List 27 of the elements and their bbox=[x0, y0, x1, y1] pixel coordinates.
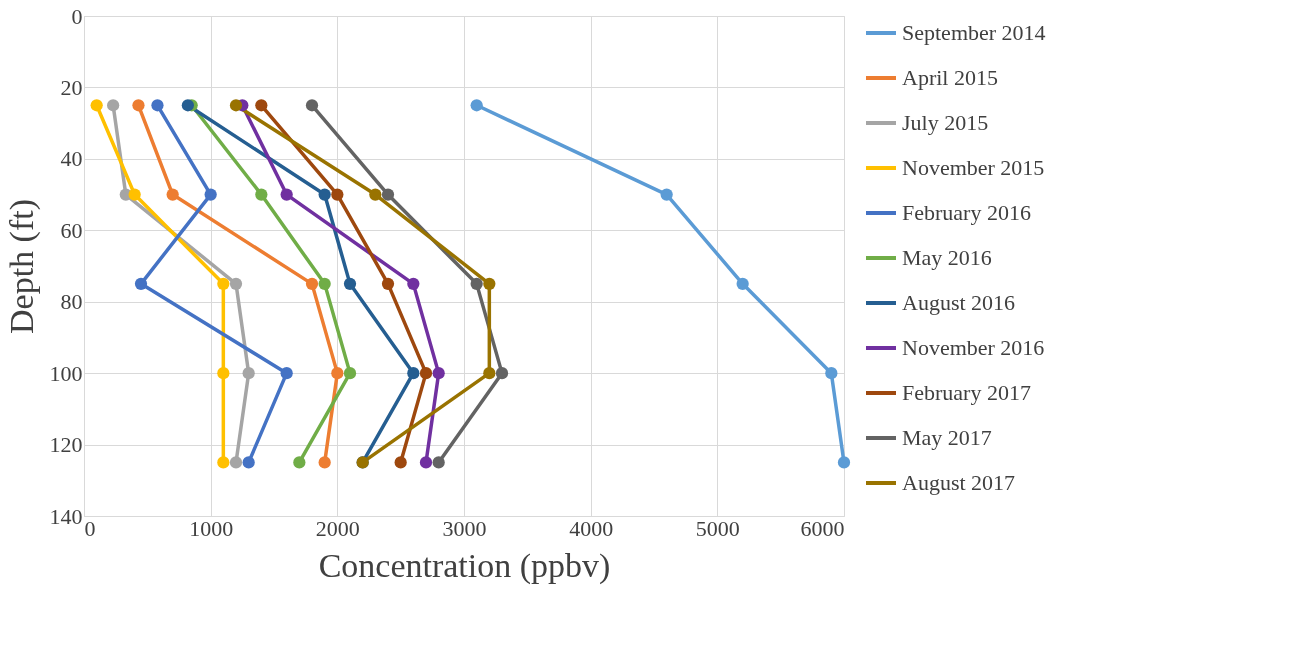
x-tick-label: 4000 bbox=[569, 515, 614, 541]
legend-label: August 2016 bbox=[902, 290, 1016, 315]
legend-label: November 2015 bbox=[902, 155, 1045, 180]
legend-label: May 2016 bbox=[902, 245, 992, 270]
x-axis-title: Concentration (ppbv) bbox=[318, 546, 611, 585]
legend-label: April 2015 bbox=[902, 65, 998, 90]
x-tick-label: 1000 bbox=[189, 515, 234, 541]
x-tick-label: 3000 bbox=[442, 515, 487, 541]
y-tick-label: 80 bbox=[60, 289, 83, 315]
legend-label: August 2017 bbox=[902, 470, 1016, 495]
legend-label: February 2017 bbox=[902, 380, 1031, 405]
legend-label: November 2016 bbox=[902, 335, 1045, 360]
y-tick-label: 60 bbox=[60, 217, 83, 243]
y-tick-label: 120 bbox=[49, 432, 83, 458]
y-tick-label: 0 bbox=[71, 3, 83, 29]
legend-label: February 2016 bbox=[902, 200, 1031, 225]
y-tick-label: 40 bbox=[60, 146, 83, 172]
y-axis-title: Depth (ft) bbox=[2, 198, 41, 335]
x-tick-label: 2000 bbox=[315, 515, 360, 541]
y-tick-label: 20 bbox=[60, 74, 83, 100]
x-tick-label: 6000 bbox=[800, 515, 845, 541]
x-tick-label: 5000 bbox=[695, 515, 740, 541]
legend-label: July 2015 bbox=[902, 110, 989, 135]
legend-label: May 2017 bbox=[902, 425, 992, 450]
y-tick-label: 100 bbox=[49, 360, 83, 386]
legend-label: September 2014 bbox=[902, 20, 1046, 45]
y-tick-label: 140 bbox=[49, 503, 83, 529]
